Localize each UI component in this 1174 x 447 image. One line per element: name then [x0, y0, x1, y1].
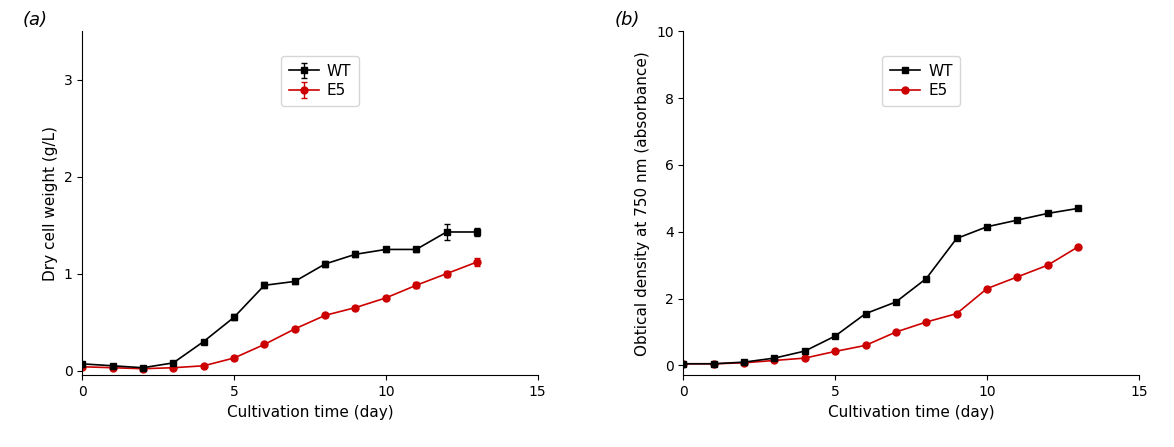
E5 [737, 360, 751, 366]
Legend: WT, E5: WT, E5 [883, 56, 960, 106]
E5 [798, 355, 812, 361]
Text: (a): (a) [23, 11, 48, 29]
WT [919, 276, 933, 281]
E5 [889, 329, 903, 335]
WT [1040, 211, 1054, 216]
Y-axis label: Dry cell weight (g/L): Dry cell weight (g/L) [43, 126, 58, 281]
E5 [1071, 244, 1085, 249]
E5 [707, 361, 721, 367]
E5 [768, 358, 782, 363]
WT [889, 299, 903, 305]
E5 [828, 349, 842, 354]
Legend: WT, E5: WT, E5 [281, 56, 359, 106]
E5 [950, 311, 964, 316]
E5 [858, 343, 872, 348]
Y-axis label: Obtical density at 750 nm (absorbance): Obtical density at 750 nm (absorbance) [635, 51, 650, 356]
WT [798, 348, 812, 354]
E5 [1040, 262, 1054, 268]
WT [950, 236, 964, 241]
E5 [1011, 274, 1025, 279]
WT [707, 361, 721, 367]
WT [980, 224, 994, 229]
WT [676, 361, 690, 367]
WT [1071, 206, 1085, 211]
WT [828, 333, 842, 339]
Line: WT: WT [680, 205, 1081, 367]
X-axis label: Cultivation time (day): Cultivation time (day) [828, 405, 994, 420]
E5 [919, 319, 933, 325]
WT [1011, 217, 1025, 223]
E5 [676, 361, 690, 367]
WT [737, 359, 751, 365]
WT [768, 355, 782, 361]
Line: E5: E5 [680, 243, 1081, 367]
Text: (b): (b) [615, 11, 640, 29]
WT [858, 311, 872, 316]
E5 [980, 286, 994, 291]
X-axis label: Cultivation time (day): Cultivation time (day) [227, 405, 393, 420]
